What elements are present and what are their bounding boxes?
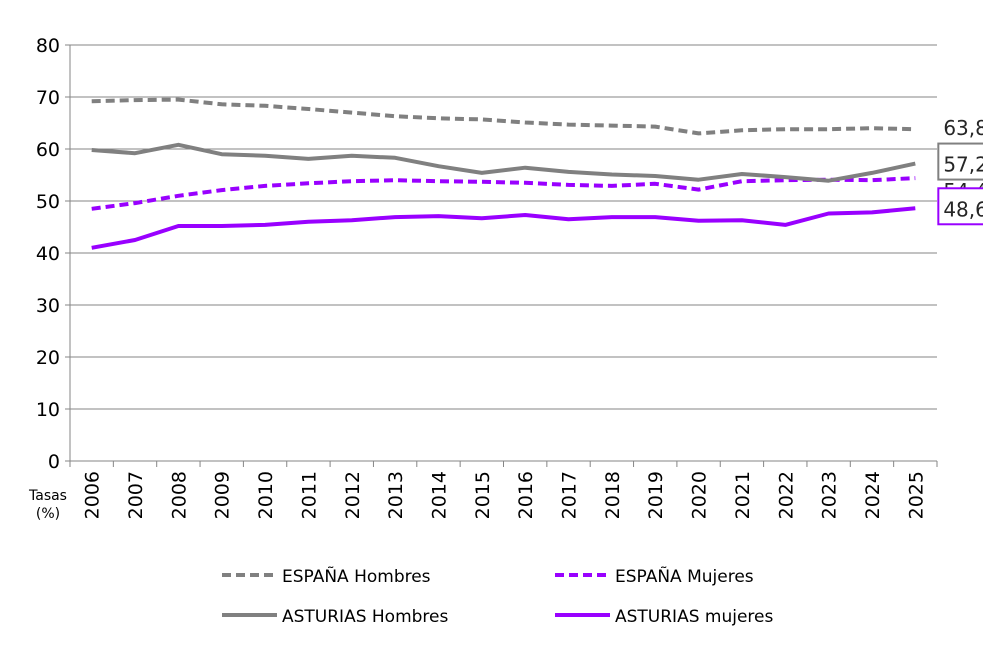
x-tick-label: 2007 bbox=[125, 471, 147, 519]
series-line-asturias-hombres bbox=[91, 142, 916, 183]
y-tick-label: 70 bbox=[36, 87, 60, 109]
series-line-asturias-mujeres bbox=[91, 206, 916, 250]
x-tick-label: 2018 bbox=[602, 471, 624, 519]
x-axis-label-line1: Tasas (%) bbox=[28, 488, 67, 522]
legend-label: ESPAÑA Hombres bbox=[282, 565, 431, 587]
end-label-box bbox=[937, 187, 983, 226]
x-tick-label: 2009 bbox=[212, 471, 234, 519]
end-label: 63,8 bbox=[943, 116, 983, 140]
x-tick-label: 2006 bbox=[82, 471, 104, 519]
x-tick-label: 2016 bbox=[515, 471, 537, 519]
y-tick-label: 80 bbox=[36, 35, 60, 57]
x-tick-label: 2019 bbox=[645, 471, 667, 519]
end-label: 57,2 bbox=[943, 153, 983, 177]
x-tick-label: 2013 bbox=[385, 471, 407, 519]
end-label-box bbox=[937, 142, 983, 181]
x-tick-label: 2024 bbox=[862, 471, 884, 519]
legend-label: ASTURIAS mujeres bbox=[615, 607, 773, 627]
y-tick-label: 40 bbox=[36, 243, 60, 265]
y-tick-label: 50 bbox=[36, 191, 60, 213]
legend: ESPAÑA Hombres ESPAÑA Mujeres ASTURIAS Hom… bbox=[222, 565, 773, 627]
axes bbox=[65, 44, 938, 467]
x-tick-label: 2015 bbox=[472, 471, 494, 519]
x-tick-label: 2012 bbox=[342, 471, 364, 519]
y-tick-labels: 0 10 20 30 40 50 60 70 80 bbox=[36, 35, 60, 473]
x-tick-label: 2014 bbox=[428, 471, 450, 519]
end-label: 48,6 bbox=[943, 197, 983, 221]
x-tick-label: 2011 bbox=[298, 471, 320, 519]
x-tick-label: 2021 bbox=[732, 471, 754, 519]
legend-label: ESPAÑA Mujeres bbox=[615, 565, 754, 587]
y-tick-label: 30 bbox=[36, 295, 60, 317]
end-labels: 63,854,457,248,6 bbox=[937, 116, 983, 226]
y-tick-label: 60 bbox=[36, 139, 60, 161]
x-tick-label: 2023 bbox=[819, 471, 841, 519]
y-tick-label: 10 bbox=[36, 399, 60, 421]
x-tick-label: 2017 bbox=[559, 471, 581, 519]
x-tick-label: 2010 bbox=[255, 471, 277, 519]
x-tick-label: 2022 bbox=[775, 471, 797, 519]
gridlines bbox=[70, 44, 937, 410]
series-line-españa-hombres bbox=[91, 97, 916, 136]
series-lines bbox=[91, 97, 916, 250]
x-tick-label: 2008 bbox=[168, 471, 190, 519]
y-tick-label: 20 bbox=[36, 347, 60, 369]
y-tick-label: 0 bbox=[48, 451, 60, 473]
x-tick-label: 2020 bbox=[689, 471, 711, 519]
x-tick-labels: 2006 2007 2008 2009 2010 2011 2012 2013 2014 2015… bbox=[82, 471, 928, 519]
x-tick-label: 2025 bbox=[905, 471, 927, 519]
series-line-españa-mujeres bbox=[91, 176, 916, 211]
legend-label: ASTURIAS Hombres bbox=[282, 607, 449, 627]
